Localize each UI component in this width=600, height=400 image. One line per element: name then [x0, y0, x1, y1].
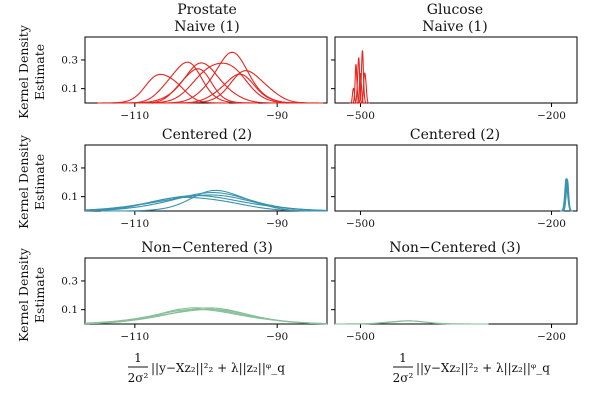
density-curve: [84, 196, 327, 212]
column-title-prostate: Prostate: [177, 2, 237, 18]
density-curve: [84, 195, 328, 211]
density-curve: [100, 189, 327, 212]
density-curve: [355, 73, 366, 104]
density-curve: [153, 51, 309, 104]
xlabel-denominator: 2σ²: [393, 371, 414, 385]
panel-title-glucose-naive: Naive (1): [422, 19, 488, 35]
column-title-glucose: Glucose: [427, 2, 483, 18]
y-tick-label: 0.1: [61, 304, 78, 316]
ylabel-row-2: Kernel Density Estimate: [16, 134, 47, 229]
panel-frame: [84, 144, 328, 212]
panel-title-glucose-centered: Centered (2): [410, 127, 500, 143]
panel-title-prostate-noncentered: Non−Centered (3): [141, 240, 273, 256]
panel-title-glucose-noncentered: Non−Centered (3): [389, 240, 521, 256]
x-tick-label: −110: [120, 218, 149, 230]
density-curve: [351, 63, 361, 104]
x-tick-label: −110: [120, 110, 149, 122]
ylabel-line-2: Estimate: [32, 154, 47, 210]
density-curve: [335, 320, 489, 325]
x-tick-label: −90: [266, 110, 288, 122]
panel-title-prostate-centered: Centered (2): [162, 127, 252, 143]
xlabel-numerator: 1: [399, 351, 407, 365]
panel-prostate-naive: 0.1 0.3 −110 −90: [61, 36, 328, 122]
xlabel-numerator: 1: [134, 351, 142, 365]
xlabel-expression: ||y−Xz₂||²₂ + λ||z₂||ᵠ_q: [151, 361, 285, 375]
xlabel-expression: ||y−Xz₂||²₂ + λ||z₂||ᵠ_q: [416, 361, 550, 375]
panel-prostate-centered: 0.1 0.3 −110 −90: [61, 144, 328, 230]
density-curve: [115, 61, 254, 104]
y-tick-label: 0.3: [61, 275, 78, 287]
panel-frame: [84, 36, 328, 104]
panel-glucose-noncentered: −500 −200: [331, 257, 578, 343]
panel-frame: [334, 257, 578, 325]
panel-glucose-naive: −500 −200: [331, 36, 578, 122]
xlabel-denominator: 2σ²: [128, 371, 149, 385]
density-curve: [357, 50, 368, 104]
panel-title-prostate-naive: Naive (1): [174, 19, 240, 35]
panels: 0.1 0.3 −110 −90 −500 −200 0.1 0.3 −110 −90 −500 −2…: [61, 36, 578, 343]
density-curve: [118, 62, 287, 104]
ylabel-line-2: Estimate: [32, 44, 47, 100]
density-curve: [132, 68, 259, 104]
density-curve: [173, 70, 324, 104]
x-tick-label: −90: [266, 218, 288, 230]
x-tick-label: −200: [537, 331, 566, 343]
xlabel-left: 1 2σ² ||y−Xz₂||²₂ + λ||z₂||ᵠ_q: [128, 351, 286, 385]
panel-frame: [334, 36, 578, 104]
panel-frame: [334, 144, 578, 212]
x-tick-label: −90: [266, 331, 288, 343]
panel-frame: [84, 257, 328, 325]
ylabel-line-1: Kernel Density: [16, 247, 31, 342]
density-curve: [84, 307, 328, 325]
y-tick-label: 0.3: [61, 54, 78, 66]
y-tick-label: 0.1: [61, 83, 78, 95]
ylabel-line-1: Kernel Density: [16, 134, 31, 229]
ylabel-row-1: Kernel Density Estimate: [16, 24, 47, 119]
x-tick-label: −500: [346, 110, 375, 122]
panel-glucose-centered: −500 −200: [331, 144, 578, 230]
density-curve: [349, 87, 358, 104]
xlabel-right: 1 2σ² ||y−Xz₂||²₂ + λ||z₂||ᵠ_q: [393, 351, 551, 385]
y-tick-label: 0.3: [61, 162, 78, 174]
density-curve: [97, 73, 230, 104]
y-tick-label: 0.1: [61, 191, 78, 203]
panel-prostate-noncentered: 0.1 0.3 −110 −90: [61, 257, 328, 343]
ylabel-row-3: Kernel Density Estimate: [16, 247, 47, 342]
ylabel-line-1: Kernel Density: [16, 24, 31, 119]
x-tick-label: −200: [537, 110, 566, 122]
density-curve: [166, 73, 310, 104]
x-tick-label: −200: [537, 218, 566, 230]
density-curve: [359, 72, 371, 104]
x-tick-label: −500: [346, 218, 375, 230]
density-curve: [130, 62, 310, 104]
ylabel-line-2: Estimate: [32, 267, 47, 323]
density-curve: [559, 178, 573, 212]
x-tick-label: −500: [346, 331, 375, 343]
x-tick-label: −110: [120, 331, 149, 343]
